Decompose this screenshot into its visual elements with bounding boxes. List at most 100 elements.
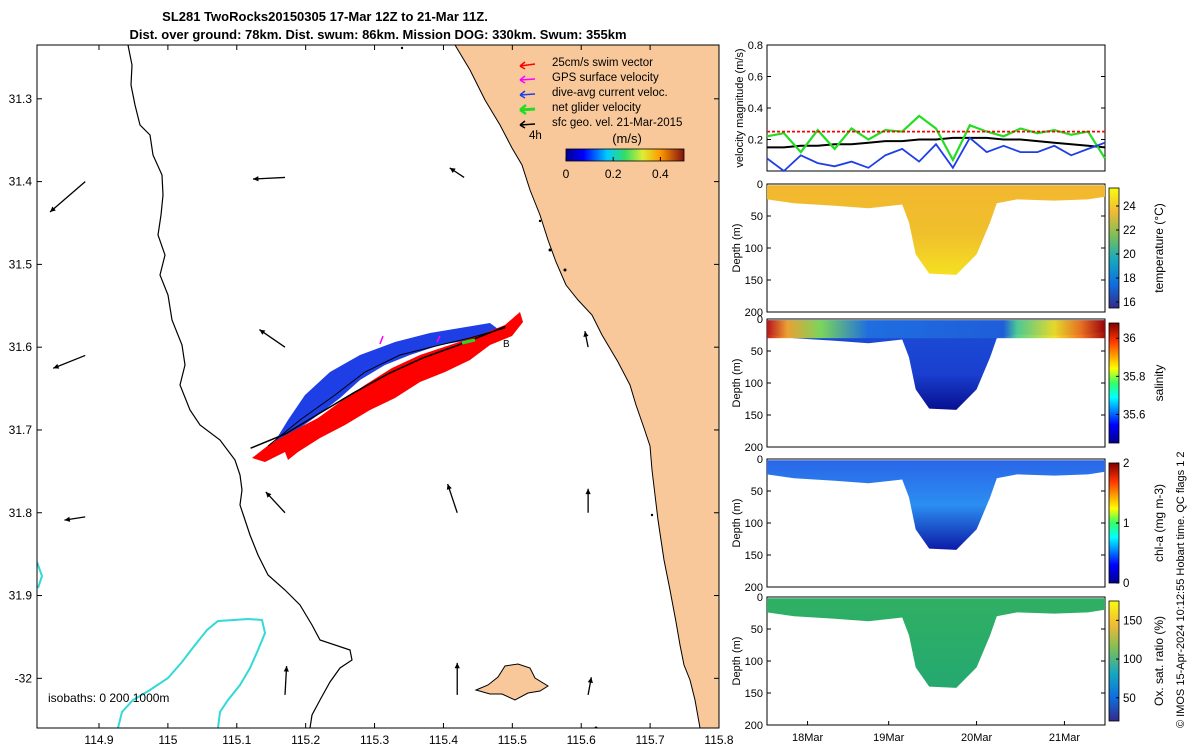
oxygen-section-y-tick-label: 100 [745, 656, 763, 668]
map-colorbar-gradient [565, 148, 685, 162]
map-colorbar-tick-label: 0 [563, 167, 570, 181]
temperature-section-y-tick-label: 0 [757, 179, 763, 191]
velocity-panel: 0.2 0.4 0.6 0.8 velocity magnitude (m/s) [734, 40, 1106, 173]
islet-marker [538, 219, 542, 223]
geo-velocity-arrow-head [253, 176, 259, 182]
glider-track [250, 325, 506, 449]
geo-velocity-arrow [454, 662, 460, 695]
salinity-section-y-tick-label: 150 [745, 410, 763, 422]
salinity-section-y-tick-label: 0 [757, 314, 763, 326]
temperature-section-y-tick-label: 50 [751, 211, 763, 223]
salinity-section-surface-layer [767, 320, 1105, 339]
oxygen-section-y-tick-label: 50 [751, 624, 763, 636]
velocity-y-tick-label: 0.2 [748, 135, 763, 147]
temperature-section: 0 50 100 150 200 Depth (m) 24 22 20 18 16 temperatu… [731, 179, 1166, 319]
legend-sfc-geo-velocity: sfc geo. vel. 21-Mar-2015 [519, 117, 682, 129]
temperature-section-y-label: Depth (m) [731, 224, 743, 273]
oxygen-section-data [767, 598, 1105, 688]
chl-a-section-y-label: Depth (m) [731, 499, 743, 548]
map-colorbar-label: (m/s) [612, 131, 642, 146]
coastline-island [474, 663, 549, 701]
geo-velocity-arrow [585, 488, 591, 513]
oxygen-section-colorbar-tick-label: 100 [1123, 654, 1142, 666]
velocity-y-tick-label: 0.4 [748, 103, 763, 115]
salinity-section-colorbar-label: salinity [1152, 365, 1166, 402]
chl-a-section-colorbar-tick-label: 1 [1123, 518, 1129, 530]
isobath-200-line-west [37, 561, 44, 589]
temperature-section-y-tick-label: 200 [745, 307, 763, 319]
isobaths-label: isobaths: 0 200 1000m [48, 691, 169, 705]
map-x-tick-label: 115.7 [636, 733, 665, 747]
temperature-section-colorbar-tick-label: 20 [1123, 249, 1136, 261]
temperature-section-colorbar-tick-label: 18 [1123, 273, 1136, 285]
oxygen-section-x-tick-label: 18Mar [792, 732, 824, 744]
geo-velocity-arrow-head [265, 491, 272, 498]
geo-velocity-arrow-shaft [49, 181, 86, 213]
sfc-geo-velocity-vectors [49, 167, 593, 696]
oxygen-section-y-tick-label: 150 [745, 688, 763, 700]
salinity-section-colorbar-tick-label: 35.6 [1123, 409, 1145, 421]
velocity-y-tick-label: 0.6 [748, 72, 763, 84]
chl-a-section-y-tick-label: 150 [745, 550, 763, 562]
salinity-section-data [767, 320, 1105, 410]
geo-velocity-arrow [49, 181, 86, 213]
oxygen-section-y-tick-label: 0 [757, 592, 763, 604]
geo-velocity-arrow-head [64, 516, 71, 522]
geo-velocity-arrow-head [446, 483, 452, 490]
salinity-section-y-tick-label: 50 [751, 346, 763, 358]
map-x-tick-label: 115.2 [291, 733, 320, 747]
oxygen-section-y-label: Depth (m) [731, 637, 743, 686]
land-island [476, 664, 548, 700]
geo-velocity-arrow-head [449, 167, 456, 174]
oxygen-section-colorbar-label: Ox. sat. ratio (%) [1152, 616, 1166, 706]
temperature-section-colorbar-tick-label: 16 [1123, 297, 1136, 309]
chl-a-section-data [767, 460, 1105, 550]
chl-a-section-colorbar-tick-label: 0 [1123, 578, 1129, 590]
geo-velocity-arrow-head [583, 331, 589, 337]
chl-a-section-colorbar-label: chl-a (mg m-3) [1152, 484, 1166, 562]
isobath-200-line [117, 617, 267, 728]
chl-a-section: 0 50 100 150 200 Depth (m) 2 1 0 chl-a (mg m-3) [731, 454, 1166, 594]
geo-velocity-arrow [252, 176, 286, 182]
islet-marker [563, 268, 567, 272]
swim-vector-swath [252, 312, 523, 462]
oxygen-section-colorbar-tick-label: 150 [1123, 615, 1142, 627]
temperature-section-colorbar-label: temperature (°C) [1152, 203, 1166, 293]
map-y-tick-label: 31.6 [9, 340, 33, 354]
salinity-section-y-tick-label: 200 [745, 442, 763, 454]
footer-credit: © IMOS 15-Apr-2024 10:12:55 Hobart time.… [1175, 451, 1187, 728]
geo-velocity-arrow-head [50, 206, 56, 212]
chl-a-section-colorbar-tick-label: 2 [1123, 458, 1129, 470]
chl-a-section-y-tick-label: 50 [751, 486, 763, 498]
map-legend: 25cm/s swim vector GPS surface velocity … [519, 57, 682, 142]
map-y-axis: 31.3 31.4 31.5 31.6 31.7 31.8 31.9 -32 [9, 92, 719, 685]
islet-marker [400, 46, 404, 50]
figure-title-line2: Dist. over ground: 78km. Dist. swum: 86k… [129, 27, 626, 42]
map-x-tick-label: 115.1 [222, 733, 251, 747]
salinity-section-y-label: Depth (m) [731, 359, 743, 408]
salinity-section: 0 50 100 150 200 Depth (m) 36 35.8 35.6 salinity [731, 314, 1166, 454]
gps-vector-markers [379, 335, 441, 345]
net-glider-velocity-markers [461, 338, 476, 345]
map-colorbar-tick-label: 0.4 [652, 167, 669, 181]
legend-sfc-geo-velocity-label: sfc geo. vel. 21-Mar-2015 [552, 117, 682, 129]
legend-swim-vector-label: 25cm/s swim vector [552, 57, 653, 69]
geo-velocity-arrow [52, 354, 86, 369]
coastline-mainland [454, 45, 701, 728]
map-x-tick-label: 115.5 [498, 733, 527, 747]
geo-velocity-arrow [265, 491, 286, 514]
map-x-tick-label: 115.6 [567, 733, 596, 747]
legend-gps-surface-velocity-label: GPS surface velocity [552, 72, 659, 84]
map-y-tick-label: 31.3 [9, 92, 33, 106]
oxygen-section-x-tick-label: 19Mar [873, 732, 905, 744]
map-x-tick-label: 114.9 [84, 733, 113, 747]
map-y-tick-label: 31.7 [9, 423, 33, 437]
geo-velocity-arrow-head [454, 662, 460, 669]
map-x-axis: 114.9 115 115.1 115.2 115.3 115.4 115.5 115.6 11… [84, 45, 734, 747]
salinity-section-y-tick-label: 100 [745, 378, 763, 390]
islet-marker [548, 248, 552, 252]
map-x-tick-label: 115.4 [429, 733, 458, 747]
